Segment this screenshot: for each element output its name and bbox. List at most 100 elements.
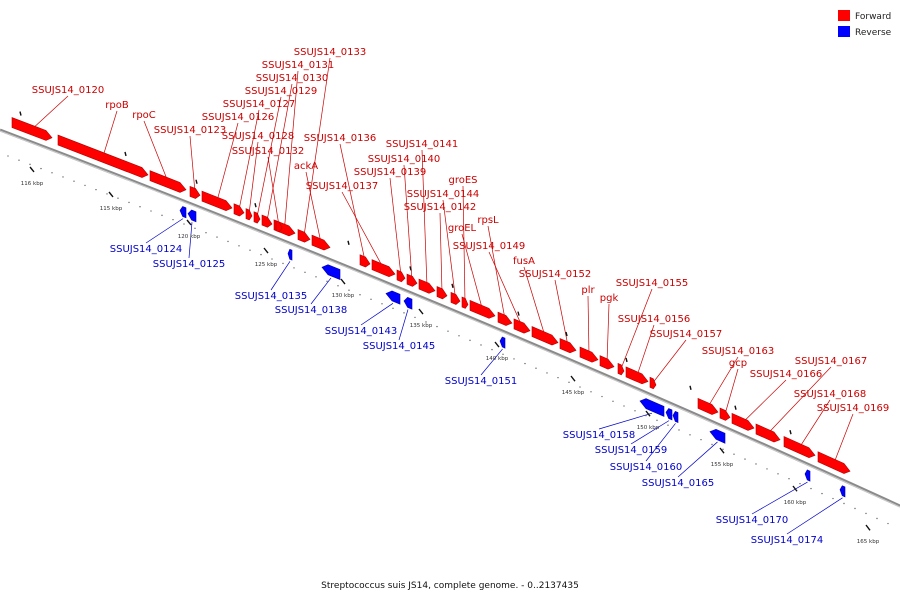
minor-tick-dot xyxy=(590,391,592,393)
minor-tick-dot xyxy=(722,448,724,451)
gene-arrow-reverse xyxy=(187,209,197,223)
gene-label-reverse: SSUJS14_0159 xyxy=(595,445,668,456)
minor-tick-dot xyxy=(337,285,339,287)
upper-tick xyxy=(451,283,454,289)
minor-tick-dot xyxy=(29,163,31,166)
minor-tick-dot xyxy=(106,193,108,195)
gene-arrow-forward xyxy=(625,366,649,385)
major-tick xyxy=(570,375,576,382)
gene-label-reverse: SSUJS14_0151 xyxy=(445,376,518,387)
gene-arrow-forward xyxy=(755,423,781,443)
gene-leader-line xyxy=(439,212,443,293)
gene-label-forward: SSUJS14_0123 xyxy=(154,125,227,136)
minor-tick-dot xyxy=(887,522,889,525)
gene-arrow-forward xyxy=(359,254,371,268)
gene-leader-line xyxy=(724,368,739,415)
gene-label-forward: SSUJS14_0133 xyxy=(294,47,367,58)
gene-arrow-forward xyxy=(731,412,755,431)
kbp-label: 125 kbp xyxy=(255,262,278,268)
gene-arrow-forward xyxy=(469,299,496,319)
gene-arrow-reverse xyxy=(321,264,341,281)
gene-arrow-reverse xyxy=(672,410,679,424)
gene-arrow-forward xyxy=(783,436,816,459)
gene-label-forward: plr xyxy=(581,285,595,296)
gene-leader-line xyxy=(303,57,331,237)
minor-tick-dot xyxy=(491,348,493,351)
genome-backbone-highlight xyxy=(0,130,900,508)
minor-tick-dot xyxy=(535,367,537,369)
gene-label-reverse: SSUJS14_0174 xyxy=(751,535,824,546)
gene-leader-line xyxy=(188,222,193,259)
kbp-label: 165 kbp xyxy=(857,539,880,545)
gene-label-forward: rpsL xyxy=(477,215,499,226)
gene-leader-line xyxy=(636,324,655,376)
major-tick xyxy=(645,410,651,417)
gene-label-forward: SSUJS14_0168 xyxy=(794,389,867,400)
upper-tick xyxy=(195,179,198,184)
minor-tick-dot xyxy=(755,463,757,465)
gene-label-forward: rpoB xyxy=(105,100,129,111)
minor-tick-dot xyxy=(128,201,130,204)
minor-tick-dot xyxy=(876,517,878,520)
gene-label-forward: SSUJS14_0163 xyxy=(702,346,775,357)
gene-leader-line xyxy=(310,277,332,305)
upper-tick xyxy=(789,430,792,435)
gene-arrow-forward xyxy=(461,296,469,309)
minor-tick-dot xyxy=(469,339,471,342)
gene-label-forward: SSUJS14_0128 xyxy=(222,131,295,142)
gene-label-forward: SSUJS14_0169 xyxy=(817,403,890,414)
gene-label-forward: SSUJS14_0120 xyxy=(32,85,105,96)
gene-leader-line xyxy=(461,233,483,310)
gene-leader-line xyxy=(587,295,590,355)
gene-arrow-forward xyxy=(297,229,311,243)
gene-arrow-forward xyxy=(11,117,53,141)
minor-tick-dot xyxy=(700,438,702,441)
minor-tick-dot xyxy=(612,400,614,402)
major-tick xyxy=(494,341,500,348)
gene-arrow-reverse xyxy=(403,297,413,310)
kbp-label: 160 kbp xyxy=(784,500,807,506)
gene-label-forward: SSUJS14_0130 xyxy=(256,73,329,84)
minor-tick-dot xyxy=(579,386,581,388)
gene-arrow-forward xyxy=(371,259,396,278)
upper-tick xyxy=(19,111,22,116)
gene-arrow-forward xyxy=(396,269,406,283)
minor-tick-dot xyxy=(84,184,86,187)
minor-tick-dot xyxy=(161,214,163,217)
gene-arrow-forward xyxy=(559,338,577,354)
minor-tick-dot xyxy=(150,210,152,212)
major-tick xyxy=(263,247,269,254)
gene-arrow-forward xyxy=(697,397,719,415)
minor-tick-dot xyxy=(326,280,328,282)
minor-tick-dot xyxy=(403,312,405,314)
gene-label-reverse: SSUJS14_0145 xyxy=(363,341,436,352)
gene-leader-line xyxy=(487,225,506,320)
minor-tick-dot xyxy=(557,376,559,379)
minor-tick-dot xyxy=(370,298,372,300)
gene-leader-line xyxy=(341,191,384,269)
gene-label-forward: SSUJS14_0152 xyxy=(519,269,592,280)
gene-leader-line xyxy=(248,141,259,214)
minor-tick-dot xyxy=(678,429,680,431)
gene-label-forward: SSUJS14_0167 xyxy=(795,356,868,367)
gene-arrow-forward xyxy=(649,376,657,390)
genome-backbone xyxy=(0,128,900,508)
minor-tick-dot xyxy=(645,414,647,417)
gene-label-reverse: SSUJS14_0125 xyxy=(153,259,226,270)
major-tick xyxy=(29,166,35,173)
gene-leader-line xyxy=(266,83,293,222)
minor-tick-dot xyxy=(293,267,295,269)
major-tick xyxy=(186,219,192,226)
upper-tick xyxy=(517,311,520,316)
minor-tick-dot xyxy=(689,434,691,436)
upper-tick xyxy=(625,357,628,363)
kbp-labels: 115 kbp 116 kbp 120 kbp 125 kbp 130 kbp 135 k… xyxy=(21,181,880,545)
kbp-label: 150 kbp xyxy=(637,425,660,431)
minor-tick-dot xyxy=(271,258,273,260)
gene-leader-line xyxy=(398,309,409,341)
gene-label-reverse: SSUJS14_0160 xyxy=(610,462,683,473)
major-tick xyxy=(792,485,798,492)
gene-arrow-forward xyxy=(418,278,436,294)
minor-tick-dot xyxy=(766,468,768,470)
minor-tick-dot xyxy=(524,362,526,365)
